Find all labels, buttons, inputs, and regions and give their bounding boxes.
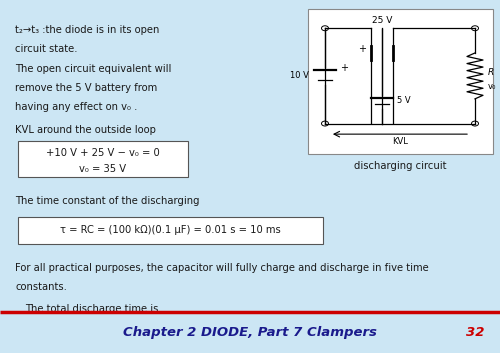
- Text: v₀: v₀: [488, 82, 496, 91]
- Text: 32: 32: [466, 326, 485, 339]
- Text: t₂→t₃ :the diode is in its open: t₂→t₃ :the diode is in its open: [15, 25, 160, 35]
- Text: The open circuit equivalent will: The open circuit equivalent will: [15, 64, 172, 73]
- Text: 25 V: 25 V: [372, 16, 392, 25]
- FancyBboxPatch shape: [18, 217, 322, 244]
- Bar: [0, 312, 500, 353]
- Text: discharging circuit: discharging circuit: [354, 161, 446, 170]
- Text: +10 V + 25 V − v₀ = 0: +10 V + 25 V − v₀ = 0: [46, 148, 160, 158]
- Text: Chapter 2 DIODE, Part 7 Clampers: Chapter 2 DIODE, Part 7 Clampers: [123, 326, 377, 339]
- Text: R: R: [488, 68, 494, 77]
- Text: +: +: [358, 44, 366, 54]
- Text: For all practical purposes, the capacitor will fully charge and discharge in fiv: For all practical purposes, the capacito…: [15, 263, 429, 273]
- FancyBboxPatch shape: [308, 9, 492, 154]
- Text: 5 V: 5 V: [397, 96, 410, 105]
- Text: 10 V: 10 V: [290, 71, 309, 80]
- Text: having any effect on v₀ .: having any effect on v₀ .: [15, 102, 138, 112]
- Text: KVL around the outside loop: KVL around the outside loop: [15, 125, 156, 135]
- Text: constants.: constants.: [15, 282, 67, 292]
- Text: τ = RC = (100 kΩ)(0.1 μF) = 0.01 s = 10 ms: τ = RC = (100 kΩ)(0.1 μF) = 0.01 s = 10 …: [60, 225, 280, 235]
- Text: remove the 5 V battery from: remove the 5 V battery from: [15, 83, 157, 93]
- Text: KVL: KVL: [392, 137, 408, 146]
- FancyBboxPatch shape: [18, 141, 187, 176]
- Text: v₀ = 35 V: v₀ = 35 V: [79, 164, 126, 174]
- Text: +: +: [340, 63, 348, 73]
- Text: 5τ = 5(10 ms) = 50 ms: 5τ = 5(10 ms) = 50 ms: [35, 323, 141, 332]
- Text: circuit state.: circuit state.: [15, 44, 78, 54]
- Text: The time constant of the discharging: The time constant of the discharging: [15, 196, 200, 206]
- Text: The total discharge time is: The total discharge time is: [25, 304, 158, 313]
